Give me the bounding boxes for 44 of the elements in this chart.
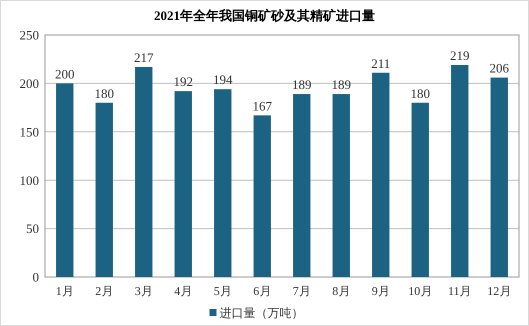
bar [451, 65, 468, 277]
data-label: 189 [332, 77, 351, 92]
y-tick-label: 100 [20, 172, 39, 188]
x-tick-label: 12月 [487, 284, 512, 298]
x-tick-label: 10月 [408, 284, 432, 298]
data-label: 206 [490, 60, 510, 76]
bar [96, 102, 113, 277]
data-label: 211 [371, 56, 390, 71]
y-tick-label: 150 [20, 124, 39, 140]
x-tick-label: 7月 [292, 284, 311, 298]
x-tick-label: 5月 [214, 284, 232, 298]
bar [332, 94, 350, 277]
legend-label: 进口量（万吨） [220, 306, 304, 320]
bar [372, 72, 390, 277]
x-tick-label: 6月 [253, 284, 272, 298]
data-label: 200 [55, 66, 74, 82]
data-label: 180 [94, 86, 114, 101]
chart-title: 2021年全年我国铜矿砂及其精矿进口量 [154, 8, 375, 23]
y-tick-label: 200 [20, 76, 39, 91]
bar [56, 83, 74, 277]
data-label: 180 [410, 86, 430, 101]
bar [293, 94, 310, 277]
data-label: 194 [213, 72, 233, 88]
data-label: 167 [252, 98, 272, 114]
y-tick-label: 50 [26, 221, 39, 236]
x-tick-label: 8月 [332, 284, 350, 298]
bar [254, 115, 271, 277]
x-tick-label: 3月 [134, 284, 153, 298]
bar [135, 66, 152, 277]
data-label: 189 [292, 77, 312, 92]
data-label: 192 [174, 74, 193, 90]
bar [214, 89, 232, 277]
x-tick-label: 4月 [174, 284, 192, 298]
data-label: 219 [450, 48, 470, 64]
x-tick-label: 11月 [448, 284, 472, 298]
x-tick-label: 2月 [95, 284, 114, 298]
x-tick-label: 1月 [56, 284, 74, 298]
bar [490, 78, 508, 277]
y-tick-label: 0 [32, 270, 39, 285]
data-label: 217 [134, 50, 154, 65]
bar [174, 91, 192, 277]
bar [412, 102, 429, 277]
y-tick-label: 250 [20, 28, 39, 43]
x-tick-label: 9月 [372, 284, 390, 298]
